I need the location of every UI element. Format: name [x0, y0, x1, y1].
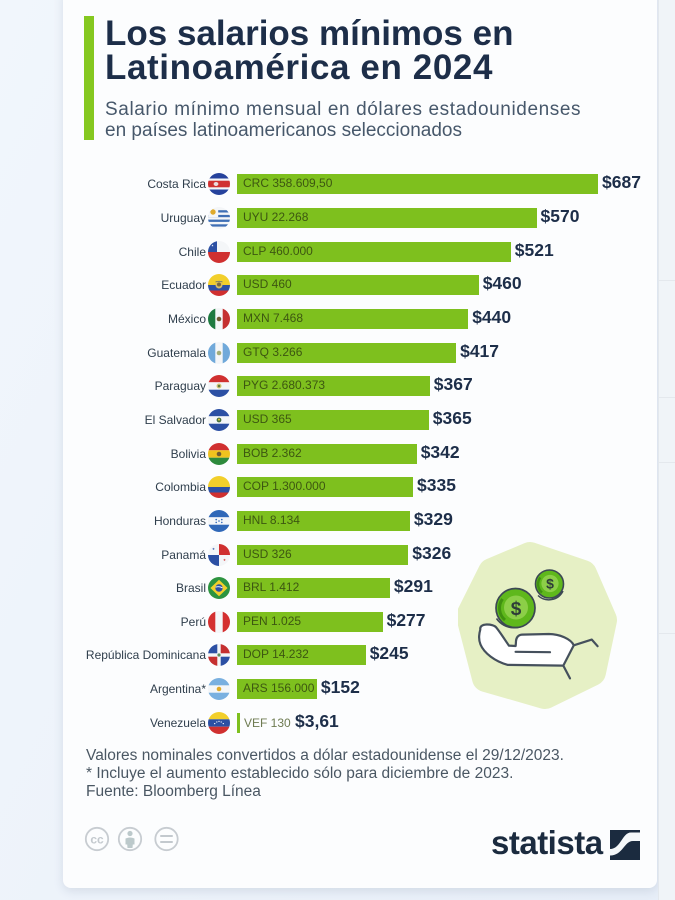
svg-text:$: $: [546, 576, 554, 592]
svg-text:$: $: [511, 599, 522, 620]
svg-text:cc: cc: [90, 833, 104, 847]
